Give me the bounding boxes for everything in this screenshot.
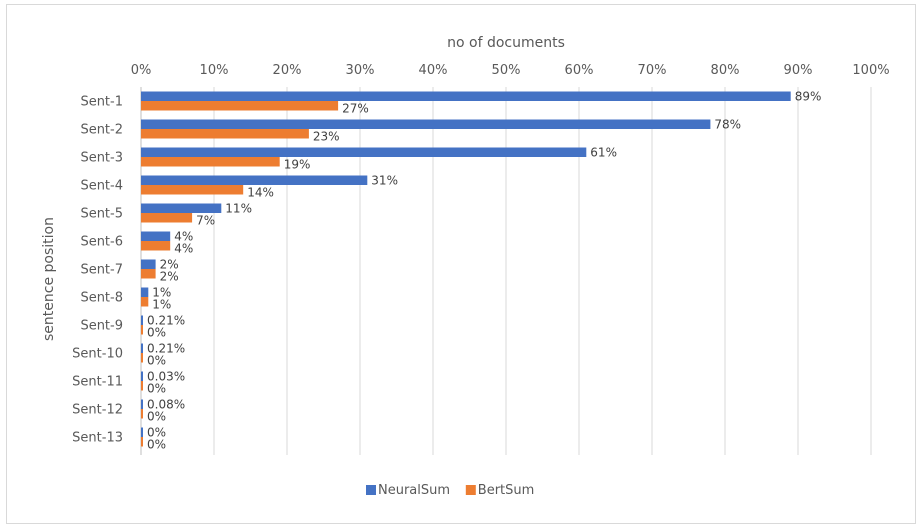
bar-neuralsum: [141, 427, 143, 437]
bar-neuralsum: [141, 399, 143, 409]
bar-bertsum: [141, 381, 143, 391]
data-label: 0.21%: [147, 314, 185, 328]
data-label: 61%: [590, 146, 617, 160]
x-tick-label: 50%: [492, 63, 521, 78]
bar-neuralsum: [141, 315, 143, 325]
data-label: 1%: [152, 298, 171, 312]
x-tick-label: 10%: [200, 63, 229, 78]
category-label: Sent-9: [80, 319, 123, 334]
bar-neuralsum: [141, 343, 143, 353]
data-label: 78%: [714, 118, 741, 132]
data-label: 1%: [152, 286, 171, 300]
x-tick-label: 100%: [852, 63, 889, 78]
data-label: 23%: [313, 130, 340, 144]
bar-neuralsum: [141, 259, 156, 269]
bar-bertsum: [141, 325, 143, 335]
bar-bertsum: [141, 129, 309, 139]
data-label: 0.03%: [147, 370, 185, 384]
data-label: 0%: [147, 326, 166, 340]
category-label: Sent-1: [80, 95, 123, 110]
category-label: Sent-11: [72, 375, 123, 390]
data-label: 31%: [371, 174, 398, 188]
x-tick-label: 90%: [784, 63, 813, 78]
bar-neuralsum: [141, 371, 143, 381]
data-label: 0%: [147, 410, 166, 424]
x-axis-title: no of documents: [447, 35, 565, 51]
bar-neuralsum: [141, 287, 149, 297]
legend-item-neuralsum: NeuralSum: [366, 483, 450, 498]
category-label: Sent-8: [80, 291, 123, 306]
data-label: 0.21%: [147, 342, 185, 356]
category-label: Sent-7: [80, 263, 123, 278]
x-tick-label: 40%: [419, 63, 448, 78]
x-tick-label: 30%: [346, 63, 375, 78]
category-label: Sent-3: [80, 151, 123, 166]
bar-neuralsum: [141, 203, 222, 213]
bar-bertsum: [141, 297, 149, 307]
chart-frame: no of documents sentence position 0% 10% 2…: [6, 4, 916, 524]
category-label: Sent-4: [80, 179, 123, 194]
legend-label: BertSum: [478, 483, 535, 498]
legend-item-bertsum: BertSum: [465, 483, 535, 498]
category-label: Sent-13: [72, 431, 123, 446]
data-label: 11%: [225, 202, 252, 216]
data-label: 2%: [160, 258, 179, 272]
bar-neuralsum: [141, 119, 711, 129]
bar-bertsum: [141, 437, 143, 447]
x-tick-label: 80%: [711, 63, 740, 78]
bar-bertsum: [141, 409, 143, 419]
category-label: Sent-2: [80, 123, 123, 138]
data-label: 0.08%: [147, 398, 185, 412]
bar-neuralsum: [141, 147, 587, 157]
y-axis-title: sentence position: [41, 217, 57, 341]
x-tick-label: 70%: [638, 63, 667, 78]
data-label: 19%: [284, 158, 311, 172]
x-tick-label: 20%: [273, 63, 302, 78]
bar-chart: no of documents sentence position 0% 10% 2…: [41, 35, 890, 498]
bar-bertsum: [141, 241, 171, 251]
bar-bertsum: [141, 157, 280, 167]
data-label: 27%: [342, 102, 369, 116]
category-label: Sent-6: [80, 235, 123, 250]
bar-bertsum: [141, 101, 339, 111]
x-tick-label: 60%: [565, 63, 594, 78]
bar-neuralsum: [141, 231, 171, 241]
bar-bertsum: [141, 269, 156, 279]
data-label: 7%: [196, 214, 215, 228]
bar-bertsum: [141, 353, 143, 363]
bar-neuralsum: [141, 91, 791, 101]
data-label: 0%: [147, 426, 166, 440]
data-label: 4%: [174, 242, 193, 256]
x-tick-label: 0%: [131, 63, 152, 78]
category-label: Sent-12: [72, 403, 123, 418]
category-label: Sent-10: [72, 347, 123, 362]
legend-label: NeuralSum: [378, 483, 450, 498]
data-label: 0%: [147, 382, 166, 396]
legend-swatch: [366, 485, 376, 495]
data-label: 4%: [174, 230, 193, 244]
legend-swatch: [465, 485, 476, 495]
data-label: 14%: [247, 186, 274, 200]
data-label: 0%: [147, 354, 166, 368]
data-label: 2%: [160, 270, 179, 284]
category-label: Sent-5: [80, 207, 123, 222]
data-label: 0%: [147, 438, 166, 452]
bar-bertsum: [141, 213, 193, 223]
bar-neuralsum: [141, 175, 368, 185]
bar-bertsum: [141, 185, 244, 195]
data-label: 89%: [795, 90, 822, 104]
